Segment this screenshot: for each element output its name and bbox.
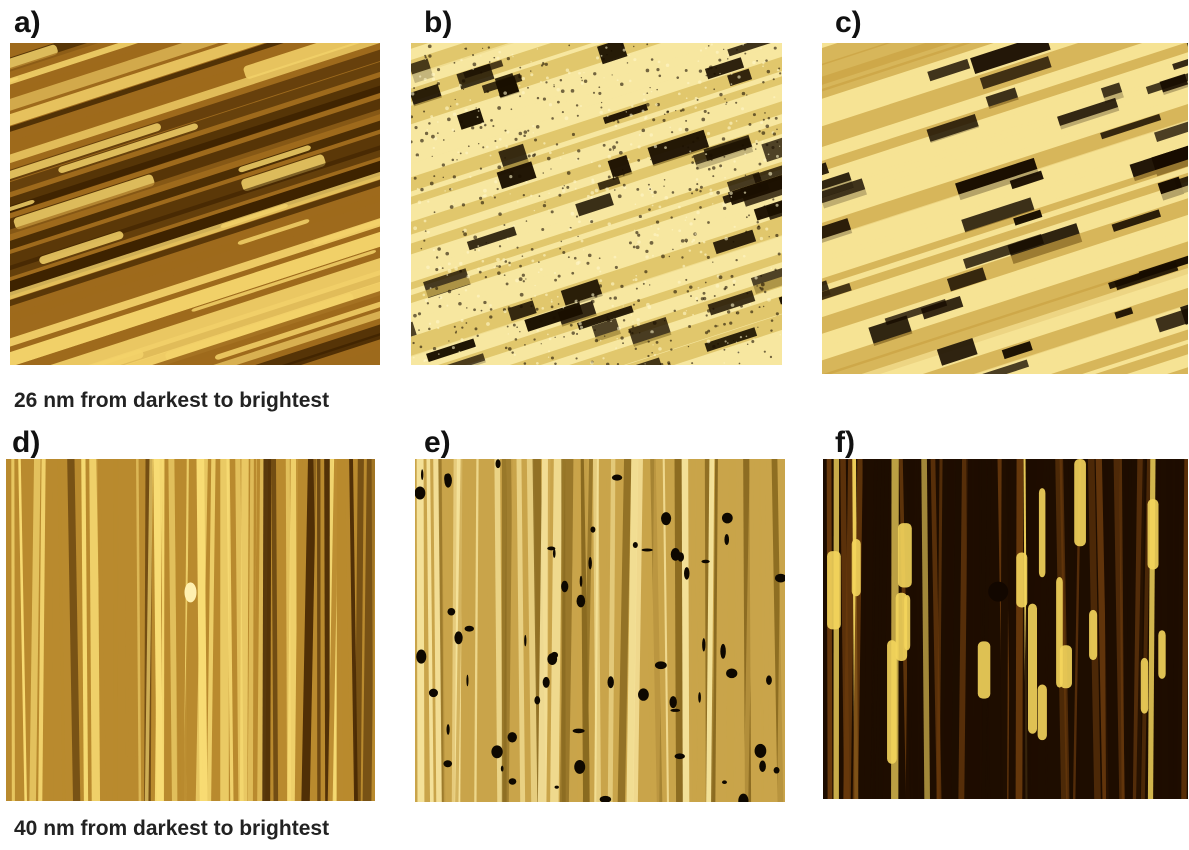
panel-label-d: d): [12, 426, 41, 459]
panel-label-c: c): [835, 6, 862, 39]
panel-label-e: e): [424, 426, 451, 459]
panel-f-contrast-image: [823, 459, 1188, 799]
panel-c-contrast-image: [822, 43, 1188, 374]
caption-bottom: 40 nm from darkest to brightest: [14, 817, 330, 840]
panel-label-a: a): [14, 6, 41, 39]
panel-b-phase-image: [411, 43, 782, 365]
panel-a-topography-image: [10, 43, 380, 365]
caption-top: 26 nm from darkest to brightest: [14, 389, 330, 412]
panel-e-phase-image: [415, 459, 785, 802]
panel-d-topography-image: [6, 459, 375, 801]
panel-label-f: f): [835, 426, 855, 459]
panel-label-b: b): [424, 6, 453, 39]
